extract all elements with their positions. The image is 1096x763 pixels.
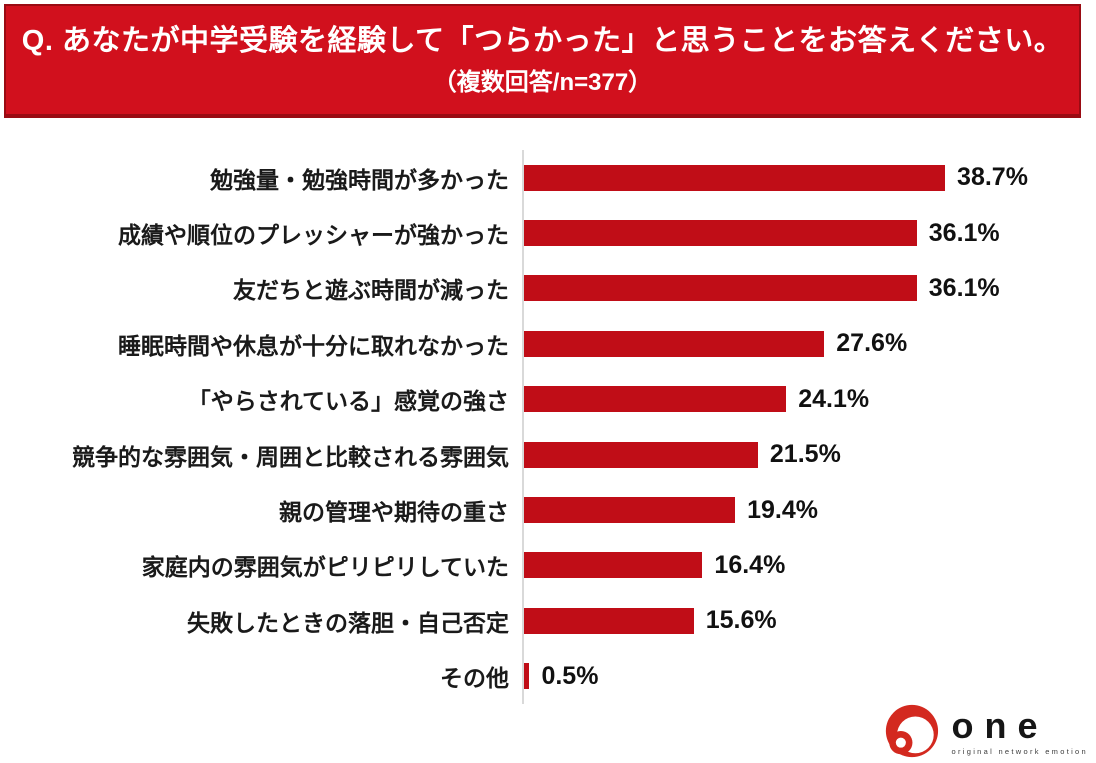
value-label: 38.7% [957, 163, 1028, 192]
bar-track: 0.5% [522, 648, 1096, 704]
bar [524, 497, 736, 524]
value-label: 0.5% [541, 661, 599, 690]
category-label: 成績や順位のプレッシャーが強かった [118, 222, 509, 249]
chart-row: 睡眠時間や休息が十分に取れなかった 27.6% [0, 316, 1096, 372]
question-title: Q. あなたが中学受験を経験して「つらかった」と思うことをお答えください。 [21, 24, 1064, 57]
value-label: 21.5% [769, 440, 841, 469]
chart-row: 成績や順位のプレッシャーが強かった 36.1% [0, 205, 1096, 261]
bar-track: 27.6% [522, 316, 1096, 372]
bar [524, 607, 694, 634]
bar [524, 663, 530, 690]
bar [524, 441, 758, 468]
bar-track: 24.1% [522, 371, 1096, 427]
value-label: 27.6% [836, 329, 908, 358]
brand-logo: one original network emotion [882, 703, 1089, 761]
category-label: 「やらされている」感覚の強さ [187, 388, 509, 415]
bar [524, 164, 946, 191]
value-label: 24.1% [798, 384, 870, 413]
value-label: 36.1% [928, 273, 1000, 302]
bar-track: 15.6% [522, 593, 1096, 649]
category-label: 勉強量・勉強時間が多かった [210, 166, 509, 193]
logo-wordmark: one [951, 705, 1049, 746]
category-label: 競争的な雰囲気・周囲と比較される雰囲気 [72, 443, 509, 470]
question-banner: Q. あなたが中学受験を経験して「つらかった」と思うことをお答えください。 （複… [4, 4, 1081, 118]
category-label: 失敗したときの落胆・自己否定 [187, 609, 509, 636]
chart-row: 家庭内の雰囲気がピリピリしていた 16.4% [0, 537, 1096, 594]
bar-track: 16.4% [522, 537, 1096, 594]
bar [524, 275, 917, 302]
value-label: 36.1% [928, 218, 1000, 247]
category-label: 友だちと遊ぶ時間が減った [233, 277, 509, 304]
bar [524, 220, 917, 247]
bar-track: 38.7% [522, 150, 1096, 206]
bar-chart: 勉強量・勉強時間が多かった 38.7% 成績や順位のプレッシャーが強かった 36.1%… [0, 150, 1096, 704]
value-label: 15.6% [705, 606, 777, 635]
chart-row: 失敗したときの落胆・自己否定 15.6% [0, 593, 1096, 649]
category-label: その他 [440, 665, 509, 692]
bar [524, 386, 787, 413]
one-logo-icon [885, 704, 938, 758]
category-label: 親の管理や期待の重さ [279, 499, 509, 526]
bar-track: 36.1% [522, 260, 1096, 317]
chart-row: 競争的な雰囲気・周囲と比較される雰囲気 21.5% [0, 426, 1096, 483]
chart-row: 「やらされている」感覚の強さ 24.1% [0, 371, 1096, 427]
chart-row: 勉強量・勉強時間が多かった 38.7% [0, 150, 1096, 206]
value-label: 16.4% [714, 550, 786, 579]
bar [524, 552, 703, 579]
logo-tagline: original network emotion [951, 747, 1088, 756]
chart-row: その他 0.5% [0, 648, 1096, 704]
bar-track: 19.4% [522, 482, 1096, 538]
category-label: 睡眠時間や休息が十分に取れなかった [118, 332, 509, 359]
bar [524, 330, 825, 357]
chart-row: 親の管理や期待の重さ 19.4% [0, 482, 1096, 538]
question-subtitle: （複数回答/n=377） [432, 69, 653, 97]
bar-track: 36.1% [522, 205, 1096, 261]
value-label: 19.4% [747, 495, 818, 524]
category-label: 家庭内の雰囲気がピリピリしていた [141, 554, 509, 581]
chart-row: 友だちと遊ぶ時間が減った 36.1% [0, 260, 1096, 317]
bar-track: 21.5% [522, 426, 1096, 483]
